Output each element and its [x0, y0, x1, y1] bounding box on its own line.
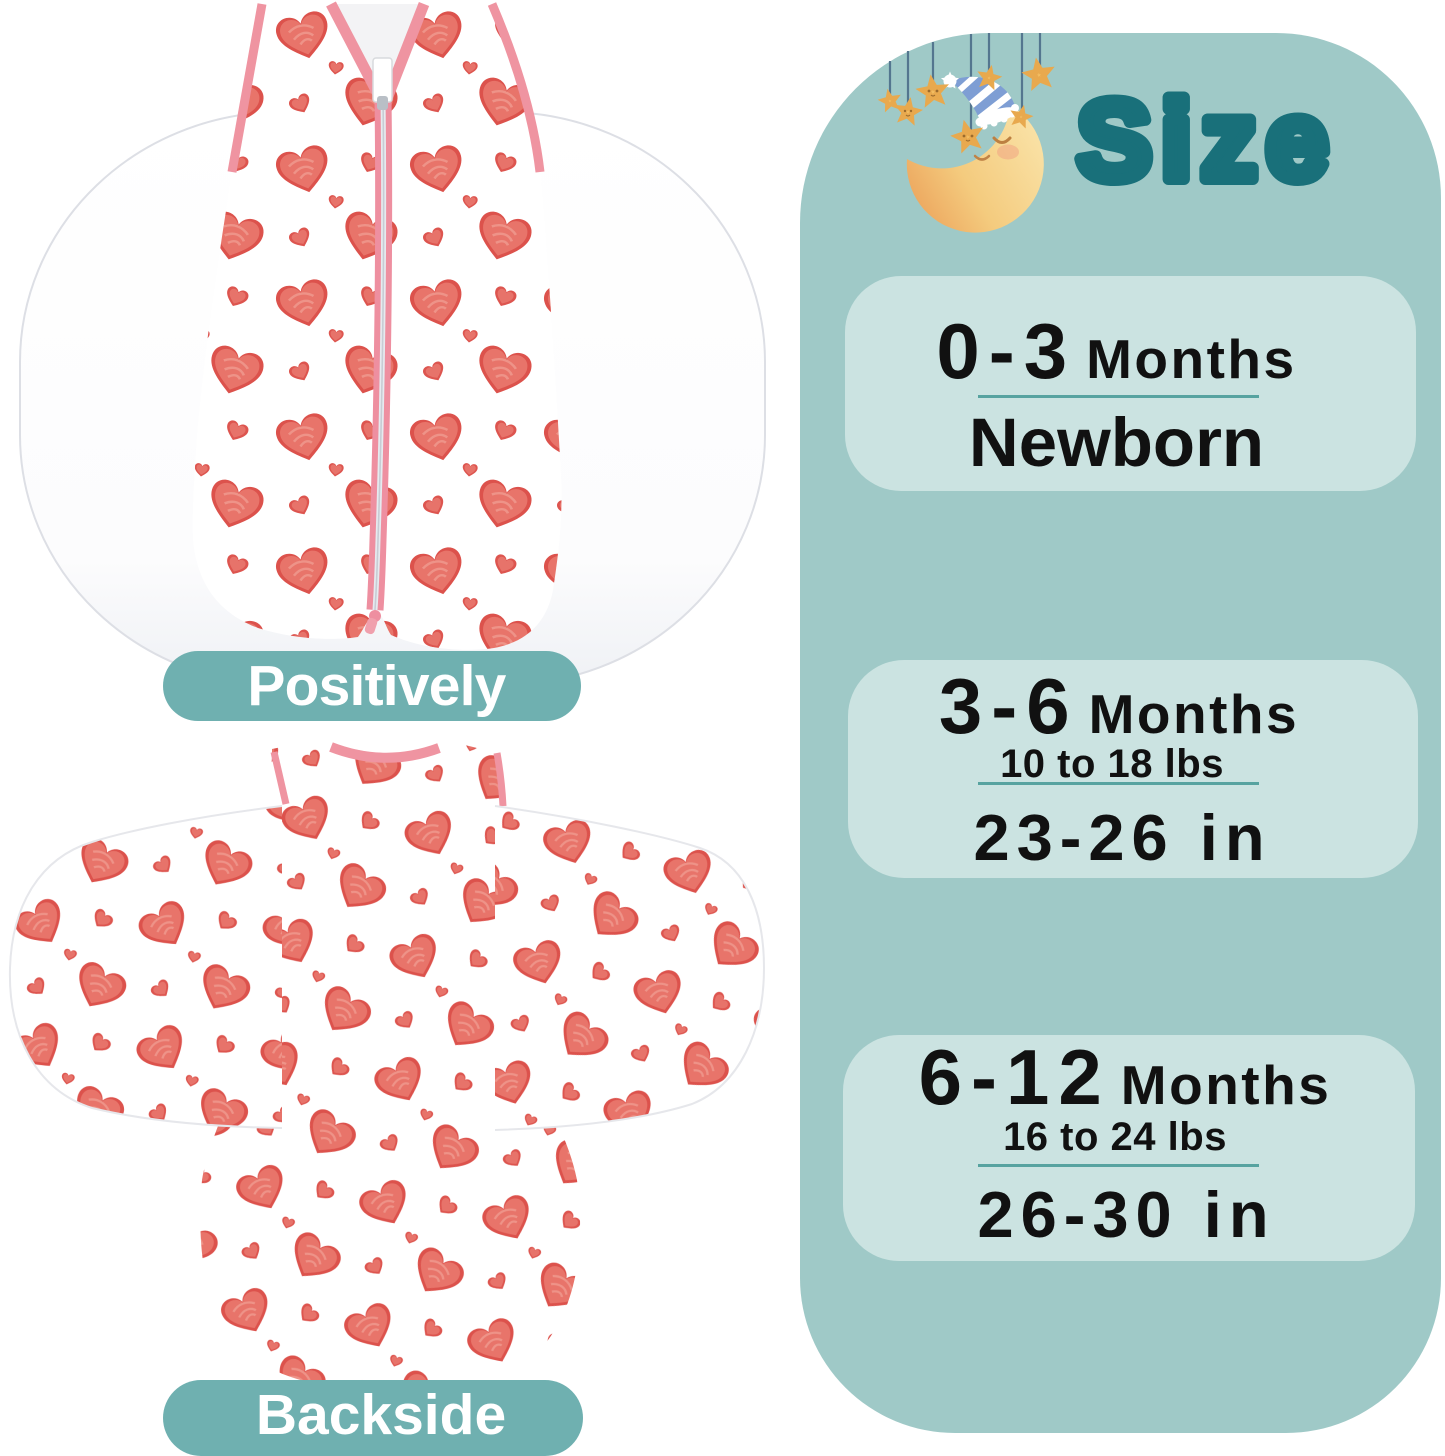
svg-text:Size: Size — [1077, 78, 1337, 203]
